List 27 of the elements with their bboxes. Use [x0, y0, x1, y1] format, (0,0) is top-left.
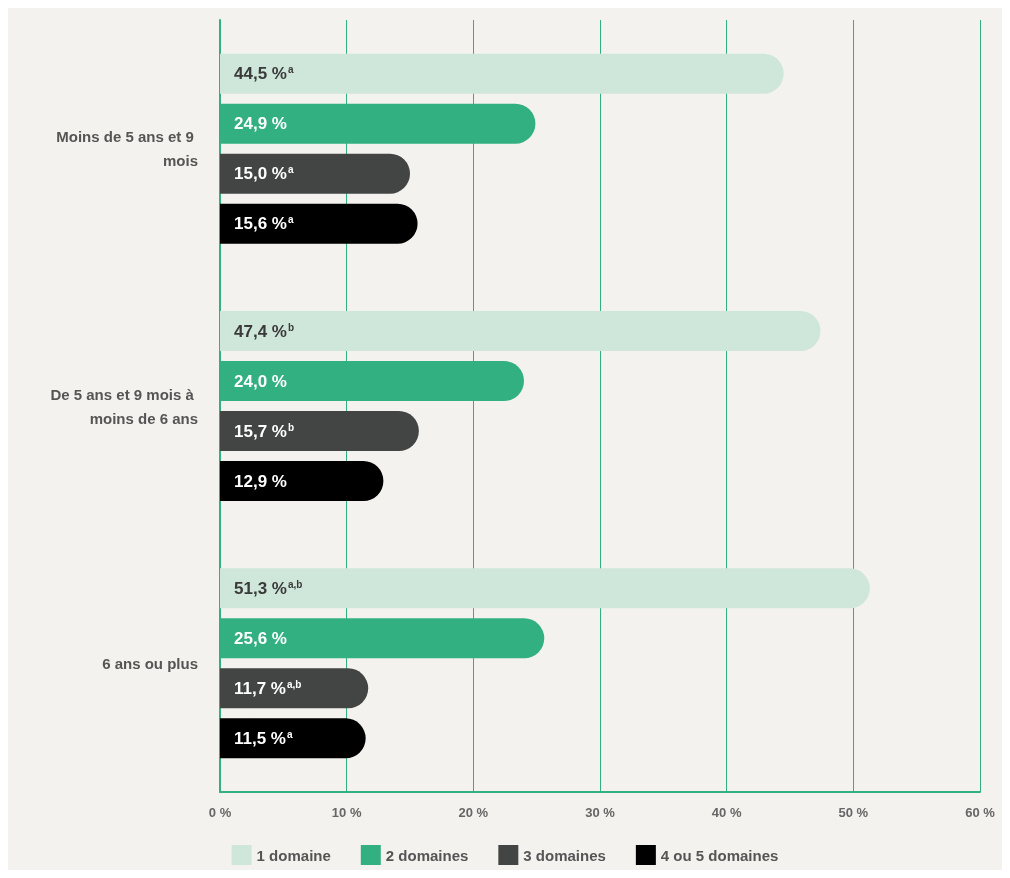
bar: [220, 568, 870, 609]
legend-label: 4 ou 5 domaines: [660, 846, 779, 864]
bar: [220, 153, 410, 194]
bar: [220, 718, 366, 759]
data-label: 24,9 %: [234, 114, 287, 134]
bar: [220, 668, 369, 709]
legend-label: 2 domaines: [385, 846, 469, 864]
bar: [220, 53, 784, 94]
x-tick-label: 20 %: [458, 805, 489, 820]
y-tick-label: 6 ans ou plus: [102, 654, 198, 672]
data-label: 24,0 %: [234, 371, 287, 391]
legend-label: 3 domaines: [523, 846, 606, 864]
bar: [220, 311, 821, 351]
x-tick-label: 0 %: [208, 805, 232, 820]
data-label: 25,6 %: [234, 628, 287, 648]
legend-label: 1 domaine: [256, 846, 331, 864]
bar: [220, 411, 419, 451]
x-tick-label: 30 %: [585, 805, 616, 820]
bar: [220, 203, 418, 244]
x-tick-label: 60 %: [965, 805, 996, 820]
bar: [220, 461, 384, 501]
data-label: 12,9 %: [234, 471, 287, 491]
y-tick-label: Moins de 5 ans et 9 mois: [56, 128, 198, 170]
y-tick-label: De 5 ans et 9 mois à moins de 6 ans: [50, 385, 198, 427]
x-tick-label: 10 %: [331, 805, 362, 820]
x-tick-label: 40 %: [711, 805, 742, 820]
x-tick-label: 50 %: [838, 805, 869, 820]
